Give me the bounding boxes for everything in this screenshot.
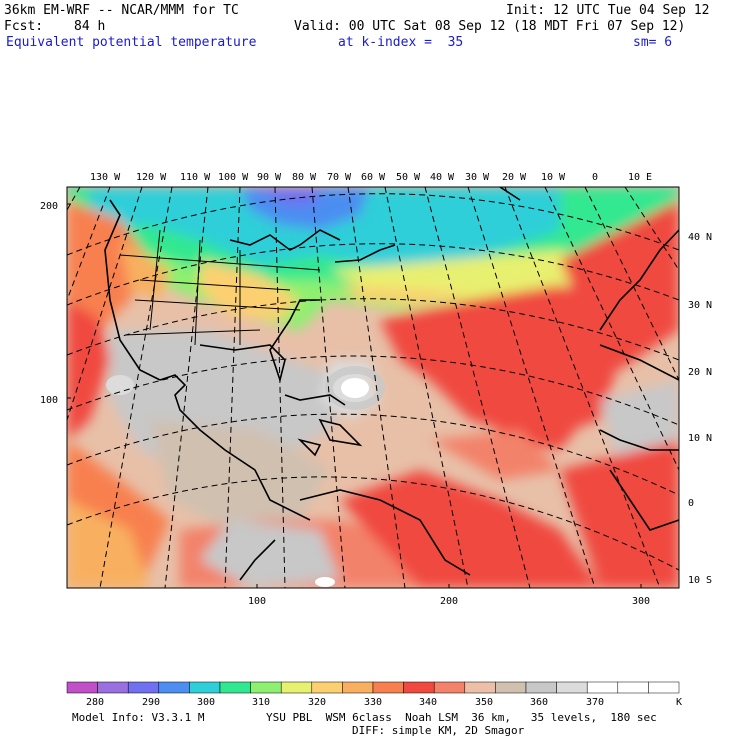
- legend-tick: 350: [475, 697, 493, 708]
- equivalent-potential-temperature-field: [67, 187, 679, 588]
- legend-swatch: [525, 681, 557, 694]
- legend-swatch: [403, 681, 435, 694]
- color-legend: [66, 681, 680, 694]
- lon-label: 90 W: [257, 172, 282, 183]
- legend-swatch: [280, 681, 313, 694]
- legend-swatch: [648, 681, 680, 694]
- lon-label: 40 W: [430, 172, 455, 183]
- latitude-labels: 40 N 30 N 20 N 10 N 0 10 S: [688, 232, 712, 586]
- legend-swatch: [158, 681, 190, 694]
- legend-tick: 370: [586, 697, 604, 708]
- lon-label: 10 W: [541, 172, 566, 183]
- legend-swatch: [586, 681, 619, 694]
- lat-label: 30 N: [688, 300, 712, 311]
- legend-swatch: [219, 681, 251, 694]
- init-time: Init: 12 UTC Tue 04 Sep 12: [506, 3, 710, 18]
- legend-swatch: [556, 681, 588, 694]
- lat-label: 40 N: [688, 232, 712, 243]
- grid-x-label: 100: [248, 596, 266, 607]
- legend-tick: 340: [419, 697, 437, 708]
- lat-label: 10 N: [688, 433, 712, 444]
- legend-swatch: [617, 681, 649, 694]
- lon-label: 60 W: [361, 172, 386, 183]
- legend-swatch: [127, 681, 160, 694]
- lat-label: 0: [688, 498, 694, 509]
- legend-swatch: [342, 681, 374, 694]
- legend-unit: K: [676, 697, 682, 708]
- lat-label: 10 S: [688, 575, 712, 586]
- lon-label: 120 W: [136, 172, 167, 183]
- lon-label: 10 E: [628, 172, 652, 183]
- legend-swatch: [97, 681, 129, 694]
- physics-info: YSU PBL WSM 6class Noah LSM 36 km, 35 le…: [266, 711, 657, 724]
- legend-tick: 330: [364, 697, 382, 708]
- legend-swatch: [433, 681, 466, 694]
- lon-label: 130 W: [90, 172, 121, 183]
- lon-label: 20 W: [502, 172, 527, 183]
- forecast-hours: 84 h: [74, 19, 106, 34]
- grid-index-labels: 200 100 100 200 300: [40, 201, 650, 607]
- valid-time: Valid: 00 UTC Sat 08 Sep 12 (18 MDT Fri …: [294, 19, 686, 34]
- model-info: Model Info: V3.3.1 M: [72, 711, 205, 724]
- grid-x-label: 300: [632, 596, 650, 607]
- legend-swatch: [66, 681, 98, 694]
- legend-swatch: [464, 681, 496, 694]
- longitude-labels: 130 W 120 W 110 W 100 W 90 W 80 W 70 W 6…: [90, 172, 652, 183]
- legend-swatch: [372, 681, 404, 694]
- legend-tick: 280: [86, 697, 104, 708]
- legend-tick: 320: [308, 697, 326, 708]
- lon-label: 0: [592, 172, 598, 183]
- legend-swatch: [311, 681, 343, 694]
- legend-swatch: [189, 681, 221, 694]
- smoothing-text: sm= 6: [633, 35, 673, 50]
- legend-tick: 310: [252, 697, 270, 708]
- lon-label: 80 W: [292, 172, 317, 183]
- lon-label: 100 W: [218, 172, 249, 183]
- lon-label: 30 W: [465, 172, 490, 183]
- grid-x-label: 200: [440, 596, 458, 607]
- forecast-label: Fcst:: [4, 19, 44, 34]
- lon-label: 110 W: [180, 172, 211, 183]
- lat-label: 20 N: [688, 367, 712, 378]
- legend-swatch: [495, 681, 527, 694]
- model-title: 36km EM-WRF -- NCAR/MMM for TC: [4, 3, 239, 18]
- field-name: Equivalent potential temperature: [6, 35, 257, 50]
- diffusion-info: DIFF: simple KM, 2D Smagor: [352, 724, 525, 737]
- legend-tick: 290: [142, 697, 160, 708]
- lon-label: 70 W: [327, 172, 352, 183]
- lon-label: 50 W: [396, 172, 421, 183]
- level-text: at k-index = 35: [338, 35, 464, 50]
- grid-y-label: 200: [40, 201, 58, 212]
- legend-tick: 360: [530, 697, 548, 708]
- grid-y-label: 100: [40, 395, 58, 406]
- legend-swatch: [250, 681, 282, 694]
- plot-frame: [66, 186, 680, 589]
- legend-labels: 280 290 300 310 320 330 340 350 360 370 …: [86, 697, 682, 708]
- legend-tick: 300: [197, 697, 215, 708]
